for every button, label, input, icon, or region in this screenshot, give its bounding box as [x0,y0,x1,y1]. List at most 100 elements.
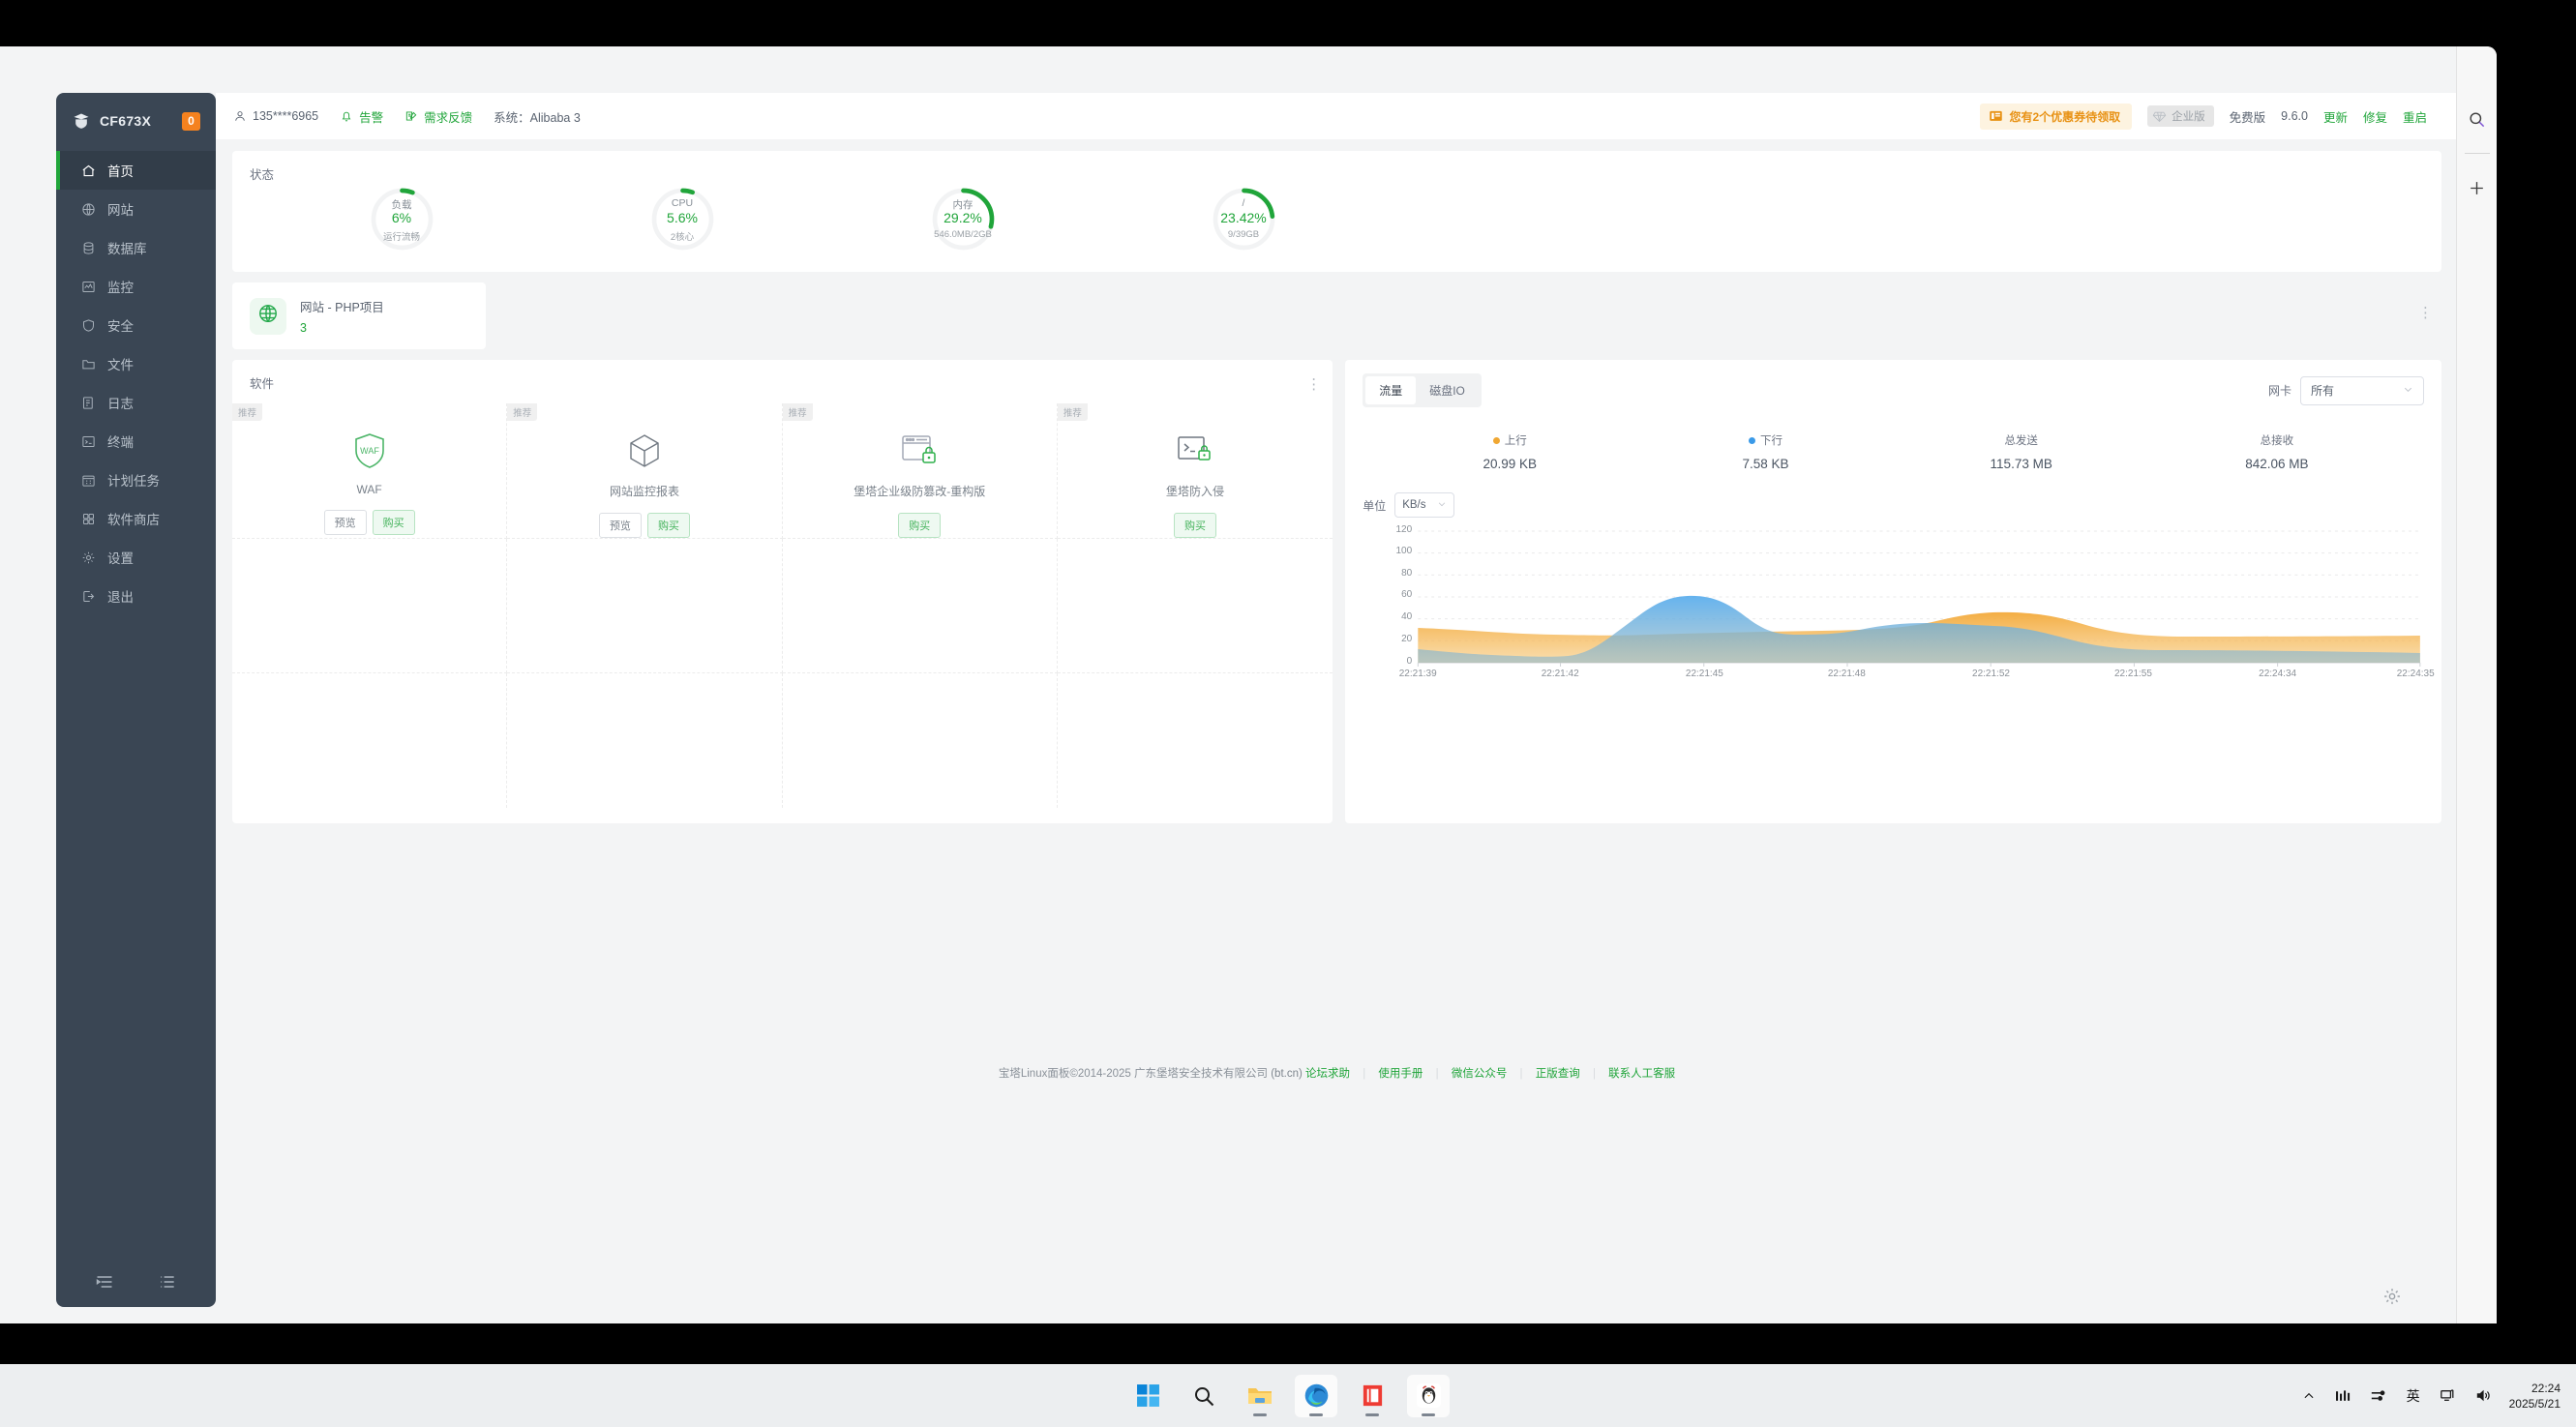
repair-button[interactable]: 修复 [2362,110,2387,125]
sidebar-item-label: 文件 [107,358,134,372]
edge-browser-button[interactable] [1295,1374,1337,1417]
x-tick: 22:24:35 [2396,669,2435,679]
restart-button[interactable]: 重启 [2402,110,2427,125]
sidebar-logo[interactable]: CF673X 0 [56,93,216,149]
collapse-panel-icon[interactable] [95,1272,114,1292]
more-vertical-icon[interactable]: ⋮ [1306,376,1322,393]
software-empty-cell [782,539,1058,673]
footer-copyright: 宝塔Linux面板©2014-2025 广东堡塔安全技术有限公司 [998,1068,1269,1080]
browser-page: CF673X 0 首页 网站 [0,46,2458,1323]
gauge-disk[interactable]: / 23.42% 9/39GB [1103,187,1384,252]
update-button[interactable]: 更新 [2322,110,2348,125]
sidebar-item-home[interactable]: 首页 [56,151,216,190]
sidebar-item-cron[interactable]: 计划任务 [56,461,216,499]
y-tick: 0 [1406,656,1413,667]
file-explorer-button[interactable] [1239,1375,1281,1417]
speaker-icon[interactable] [2474,1387,2492,1405]
sidebar-item-logout[interactable]: 退出 [56,577,216,615]
gauge-load[interactable]: 负载 6% 运行流畅 [261,187,542,252]
traffic-chart[interactable]: 120 100 80 60 40 20 0 2 [1363,523,2435,683]
website-card[interactable]: 网站 - PHP项目 3 [232,282,486,349]
gauge-label: 内存 [952,199,973,211]
sidebar-item-terminal[interactable]: 终端 [56,422,216,461]
feedback-link[interactable]: 需求反馈 [404,107,472,126]
alarm-link[interactable]: 告警 [340,107,383,126]
start-button[interactable] [1126,1375,1169,1417]
preview-button[interactable]: 预览 [598,513,642,538]
buy-button[interactable]: 购买 [646,513,690,538]
wps-icon [1363,1384,1382,1407]
sidebar-item-logs[interactable]: 日志 [56,383,216,422]
svg-text:WAF: WAF [360,446,379,456]
gauge-sub: 2核心 [670,232,695,243]
notification-badge[interactable]: 0 [182,111,200,131]
stat-upload: 上行 20.99 KB [1382,432,1637,471]
monitor-icon [81,280,96,294]
gauge-value: 6% [391,210,412,225]
buy-button[interactable]: 购买 [1174,513,1217,538]
enterprise-badge[interactable]: 企业版 [2147,105,2214,127]
sidebar-item-appstore[interactable]: 软件商店 [56,499,216,538]
software-item-antiintrusion: 推荐 [1057,403,1333,539]
browser-lock-icon [900,431,939,471]
more-vertical-icon[interactable]: ⋮ [2418,305,2434,321]
software-actions: 购买 [898,513,942,538]
left-sidebar: CF673X 0 首页 网站 [56,93,216,1307]
stat-value: 842.06 MB [2245,457,2309,471]
sliders-icon[interactable] [2370,1387,2387,1405]
sidebar-item-monitor[interactable]: 监控 [56,267,216,306]
sidebar-item-settings[interactable]: 设置 [56,538,216,577]
search-icon[interactable] [2463,104,2492,134]
page-footer: 宝塔Linux面板©2014-2025 广东堡塔安全技术有限公司 (bt.cn)… [232,1065,2441,1098]
upload-legend-dot [1492,436,1500,444]
footer-link-support[interactable]: 联系人工客服 [1608,1068,1676,1080]
buy-button[interactable]: 购买 [898,513,942,538]
gauge-memory[interactable]: 内存 29.2% 546.0MB/2GB [823,187,1103,252]
coupon-banner[interactable]: 您有2个优惠券待领取 [1980,103,2133,130]
plus-icon[interactable] [2463,173,2492,202]
sidebar-item-label: 监控 [107,281,134,295]
gauge-value: 5.6% [667,210,698,225]
stat-label-wrap: 上行 [1382,432,1637,448]
tab-diskio[interactable]: 磁盘IO [1429,384,1465,398]
software-item-monitor-report: 推荐 网站监控报表 预览 购买 [507,403,783,539]
preview-button[interactable]: 预览 [323,510,367,535]
network-icon[interactable] [2440,1387,2457,1405]
account-info[interactable]: 135****6965 [233,109,318,123]
sidebar-item-label: 设置 [107,551,134,566]
taskbar-clock[interactable]: 22:24 2025/5/21 [2509,1381,2561,1412]
sidebar-footer-controls [56,1257,216,1307]
stat-value: 20.99 KB [1483,457,1538,471]
footer-link-license[interactable]: 正版查询 [1535,1068,1580,1080]
bars-icon[interactable] [2335,1387,2352,1405]
chevron-up-icon[interactable] [2300,1387,2318,1405]
software-empty-cell [1057,539,1333,673]
list-icon[interactable] [158,1272,177,1292]
sidebar-item-files[interactable]: 文件 [56,344,216,383]
footer-link-wechat[interactable]: 微信公众号 [1451,1068,1508,1080]
unit-value: KB/s [1402,499,1426,511]
buy-button[interactable]: 购买 [372,510,415,535]
system-info: 系统：Alibaba 3 [494,110,581,125]
tab-traffic[interactable]: 流量 [1365,376,1417,404]
sidebar-item-security[interactable]: 安全 [56,306,216,344]
database-icon [81,241,96,255]
gauge-cpu[interactable]: CPU 5.6% 2核心 [542,187,823,252]
sidebar-item-label: 日志 [107,397,134,411]
software-empty-cell [783,673,1058,808]
website-name: 网站 - PHP项目 [300,301,384,314]
sidebar-item-database[interactable]: 数据库 [56,228,216,267]
unit-select[interactable]: KB/s [1394,492,1455,518]
ime-chinese-icon[interactable]: 英 [2406,1387,2420,1404]
sidebar-item-label: 计划任务 [107,474,160,489]
footer-link-forum[interactable]: 论坛求助 [1305,1068,1351,1080]
search-button[interactable] [1183,1375,1225,1417]
settings-gear-icon[interactable] [2382,1287,2402,1306]
wps-office-button[interactable] [1351,1375,1393,1417]
nic-select[interactable]: 所有 [2300,375,2424,405]
software-empty-cell [232,539,508,673]
qq-button[interactable] [1407,1374,1450,1417]
software-name: 网站监控报表 [609,485,679,498]
sidebar-item-website[interactable]: 网站 [56,190,216,228]
footer-link-manual[interactable]: 使用手册 [1378,1068,1423,1080]
